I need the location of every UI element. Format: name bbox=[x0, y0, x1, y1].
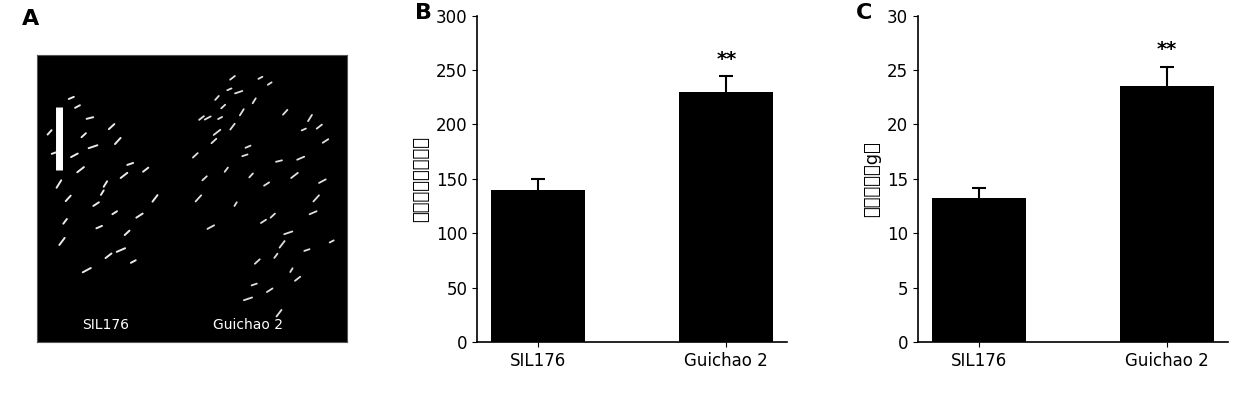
Text: C: C bbox=[856, 3, 872, 23]
Bar bbox=[931, 198, 1025, 342]
Bar bbox=[491, 190, 585, 342]
Bar bbox=[680, 92, 774, 342]
Y-axis label: 主茎穗粒数（个）: 主茎穗粒数（个） bbox=[413, 136, 430, 222]
Text: Guichao 2: Guichao 2 bbox=[213, 318, 283, 332]
Text: **: ** bbox=[1157, 40, 1177, 59]
Y-axis label: 单株产量（g）: 单株产量（g） bbox=[863, 141, 882, 217]
Text: B: B bbox=[415, 3, 433, 23]
Text: A: A bbox=[21, 9, 38, 29]
Text: SIL176: SIL176 bbox=[82, 318, 129, 332]
Text: **: ** bbox=[717, 50, 737, 69]
Bar bbox=[1120, 86, 1214, 342]
